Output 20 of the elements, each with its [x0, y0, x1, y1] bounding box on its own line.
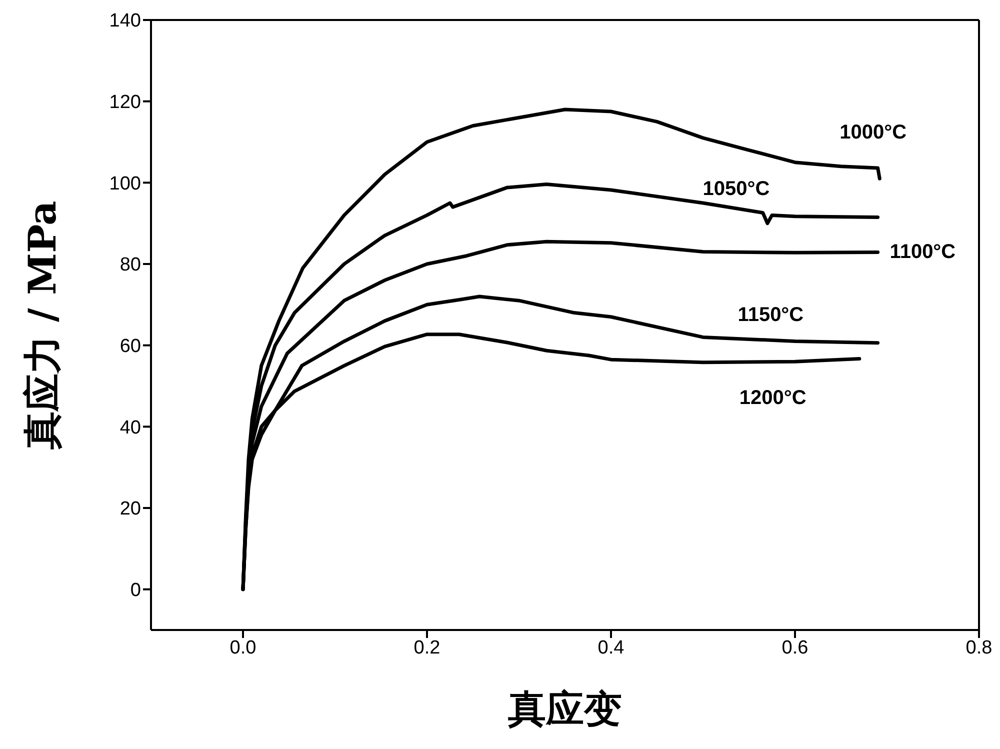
y-tick-label: 140 [109, 10, 141, 32]
y-axis-title: 真应力 / MPa [19, 200, 64, 450]
y-tick-label: 80 [120, 254, 141, 276]
series-label: 1000°C [840, 122, 907, 144]
series-label: 1200°C [739, 386, 806, 409]
y-tick-label: 60 [120, 336, 141, 358]
series-label: 1100°C [890, 241, 956, 264]
y-tick-label: 40 [120, 417, 141, 438]
y-tick-label: 100 [109, 173, 141, 194]
x-axis-title: 真应变 [507, 686, 622, 731]
x-tick-label: 0.2 [414, 637, 440, 658]
x-tick-label: 0.8 [966, 637, 992, 658]
x-tick-label: 0.0 [230, 637, 256, 658]
series-label: 1050°C [702, 178, 770, 200]
series-label: 1150°C [738, 304, 804, 326]
x-tick-label: 0.4 [598, 637, 625, 658]
y-tick-label: 0 [130, 580, 141, 602]
x-tick-label: 0.6 [782, 637, 808, 658]
y-tick-label: 20 [120, 498, 141, 520]
y-tick-label: 120 [109, 92, 141, 114]
